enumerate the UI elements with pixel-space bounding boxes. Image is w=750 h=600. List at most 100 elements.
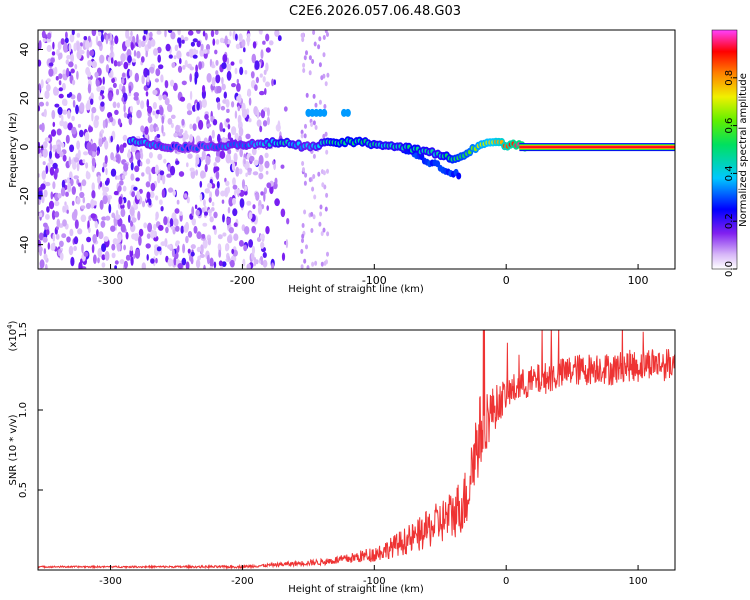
speckle-cell	[64, 37, 69, 44]
speckle-cell	[239, 148, 243, 158]
speckle-cell	[200, 244, 204, 255]
speckle-cell	[301, 161, 305, 166]
speckle-cell	[308, 70, 312, 76]
speckle-cell	[158, 64, 164, 70]
speckle-cell	[254, 60, 260, 70]
speckle-cell	[118, 83, 123, 91]
speckle-cell	[319, 204, 323, 210]
speckle-cell	[195, 49, 199, 55]
speckle-cell	[241, 179, 246, 189]
speckle-cell	[156, 134, 161, 138]
x-tick-label: -300	[99, 576, 122, 587]
speckle-cell	[74, 63, 78, 70]
speckle-cell	[211, 201, 215, 207]
speckle-cell	[135, 177, 140, 182]
speckle-cell	[245, 133, 251, 140]
speckle-cell	[318, 221, 322, 227]
speckle-cell	[76, 196, 81, 205]
speckle-cell	[147, 115, 153, 124]
speckle-cell	[74, 219, 79, 229]
speckle-cell	[40, 79, 44, 89]
speckle-cell	[125, 254, 131, 261]
speckle-cell	[116, 242, 121, 252]
speckle-cell	[185, 261, 190, 269]
speckle-cell	[91, 111, 94, 122]
speckle-cell	[131, 191, 136, 198]
speckle-cell	[145, 166, 151, 175]
snr-panel: -300 -200 -100 0 100 0.5 1.0 1.5 Height of str…	[6, 320, 676, 595]
speckle-cell	[150, 182, 156, 192]
speckle-cell	[98, 95, 103, 101]
speckle-cell	[104, 251, 110, 261]
speckle-cell	[110, 47, 114, 55]
speckle-cell	[91, 143, 97, 152]
speckle-cell	[131, 58, 136, 63]
speckle-cell	[50, 57, 55, 63]
speckle-cell	[48, 62, 54, 67]
speckle-cell	[57, 106, 63, 115]
speckle-cell	[77, 123, 81, 128]
speckle-cell	[100, 85, 106, 91]
speckle-cell	[97, 247, 103, 258]
snr-scale-prefix: (x10	[8, 329, 19, 352]
speckle-cell	[221, 83, 226, 91]
speckle-cell	[100, 33, 104, 43]
speckle-cell	[228, 227, 234, 234]
speckle-cell	[232, 197, 236, 205]
speckle-cell	[38, 83, 41, 92]
speckle-cell	[136, 109, 142, 119]
speckle-cell	[122, 72, 126, 78]
speckle-cell	[314, 102, 318, 108]
speckle-cell	[317, 44, 321, 50]
speckle-cell	[231, 83, 236, 88]
x-tick-label: 100	[629, 576, 648, 587]
speckle-cell	[186, 196, 190, 204]
speckle-cell	[216, 85, 222, 94]
speckle-cell	[43, 248, 47, 255]
speckle-cell	[185, 235, 189, 244]
speckle-cell	[234, 67, 238, 75]
speckle-cell	[87, 59, 93, 67]
speckle-cell	[201, 98, 207, 108]
speckle-cell	[78, 159, 84, 166]
speckle-cell	[46, 37, 52, 43]
speckle-cell	[211, 61, 215, 69]
speckle-cell	[109, 116, 114, 123]
speckle-cell	[136, 190, 141, 200]
speckle-cell	[189, 167, 195, 172]
speckle-cell	[121, 85, 126, 95]
speckle-cell	[42, 236, 48, 243]
speckle-cell	[39, 259, 45, 269]
speckle-cell	[178, 37, 182, 47]
speckle-cell	[157, 54, 161, 63]
speckle-cell	[147, 222, 153, 233]
speckle-cell	[120, 203, 125, 210]
speckle-cell	[145, 91, 149, 97]
speckle-cell	[130, 161, 134, 171]
speckle-cell	[213, 261, 217, 269]
speckle-cell	[130, 42, 134, 51]
speckle-cell	[204, 32, 208, 41]
speckle-cell	[65, 67, 70, 78]
speckle-cell	[152, 89, 158, 96]
speckle-cell	[201, 207, 205, 214]
speckle-cell	[209, 58, 213, 68]
speckle-cell	[96, 86, 102, 92]
speckle-cell	[73, 208, 78, 218]
speckle-cell	[62, 154, 67, 162]
speckle-cell	[167, 30, 173, 34]
speckle-cell	[253, 256, 257, 267]
speckle-cell	[127, 200, 131, 210]
speckle-cell	[49, 166, 55, 176]
speckle-cell	[130, 220, 134, 227]
speckle-cell	[212, 38, 216, 46]
speckle-cell	[266, 107, 270, 117]
speckle-cell	[117, 118, 122, 126]
speckle-cell	[173, 55, 177, 60]
speckle-cell	[54, 103, 60, 108]
speckle-cell	[62, 109, 68, 115]
speckle-cell	[170, 31, 176, 40]
speckle-cell	[260, 260, 264, 266]
speckle-cell	[123, 162, 129, 172]
speckle-cell	[286, 218, 290, 225]
